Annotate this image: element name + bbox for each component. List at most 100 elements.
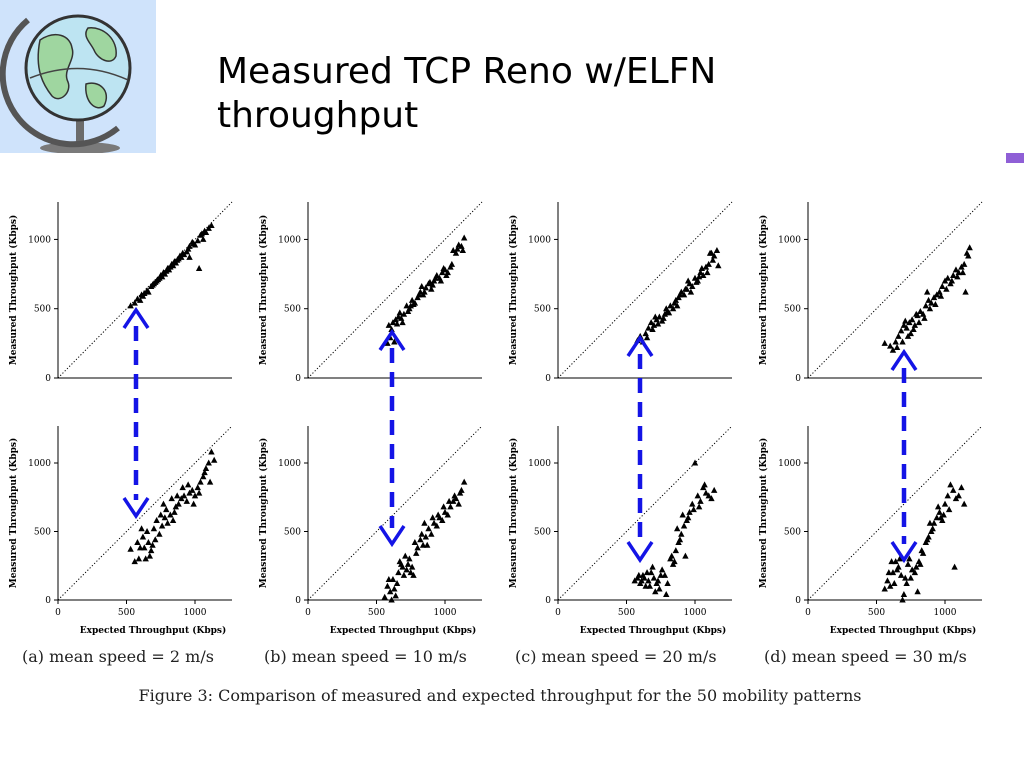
data-point	[135, 555, 143, 562]
data-point	[439, 517, 446, 524]
data-point	[884, 577, 891, 584]
data-point	[157, 511, 164, 518]
data-point	[663, 591, 670, 598]
data-point	[418, 530, 425, 537]
data-point	[917, 307, 924, 314]
data-point	[406, 555, 413, 562]
data-point	[643, 569, 651, 576]
data-point	[395, 569, 402, 576]
comparison-arrow	[890, 348, 918, 564]
data-point	[654, 577, 662, 584]
caption-a: (a) mean speed = 2 m/s	[22, 647, 214, 666]
data-point	[914, 588, 921, 595]
data-point	[642, 330, 649, 337]
data-point	[710, 252, 718, 259]
data-point	[892, 558, 899, 565]
arrow-head-down	[122, 497, 150, 520]
data-point	[190, 240, 197, 247]
data-point	[169, 517, 177, 524]
arrow-head-down	[890, 541, 918, 564]
data-point	[173, 256, 181, 263]
data-point	[444, 511, 451, 518]
data-point	[137, 544, 144, 551]
data-point	[954, 273, 961, 280]
data-point	[164, 519, 171, 526]
data-point	[459, 247, 467, 254]
data-point	[904, 560, 912, 567]
data-point	[381, 593, 388, 600]
data-point	[925, 296, 932, 303]
data-point	[694, 492, 701, 499]
data-point	[400, 571, 408, 578]
scatter-panel-b-bottom: 0 500 1000 0 500 1000 Measured Throughput (Kbp…	[258, 425, 483, 636]
x-axis-label: Expected Throughput (Kbps)	[830, 625, 977, 636]
data-point	[387, 588, 394, 595]
data-point	[889, 346, 897, 353]
data-point	[950, 486, 957, 493]
data-point	[440, 503, 447, 510]
data-point	[896, 555, 903, 562]
data-point	[928, 299, 935, 306]
data-point	[443, 271, 450, 278]
data-point	[657, 571, 664, 578]
data-point	[451, 492, 458, 499]
reference-line	[557, 201, 733, 379]
data-point	[667, 302, 674, 309]
data-point	[385, 321, 393, 328]
data-point	[684, 514, 692, 521]
data-point	[941, 500, 949, 507]
data-point	[672, 547, 680, 554]
data-point	[138, 525, 145, 532]
data-point	[184, 481, 192, 488]
data-point	[418, 283, 425, 290]
data-point	[700, 271, 707, 278]
data-point	[402, 552, 409, 559]
y-tick-label: 500	[34, 527, 51, 537]
data-point	[646, 582, 653, 589]
data-point	[668, 552, 675, 559]
data-point	[960, 260, 968, 267]
x-tick-label: 500	[368, 608, 385, 618]
data-point	[926, 519, 934, 526]
data-point	[693, 278, 700, 285]
data-point	[635, 571, 643, 578]
data-point	[695, 273, 703, 280]
x-tick-label: 1000	[434, 608, 457, 618]
data-point	[710, 486, 718, 493]
data-point	[432, 274, 439, 281]
data-point	[201, 469, 208, 476]
data-point	[393, 580, 401, 587]
data-point	[167, 511, 174, 518]
data-point	[399, 319, 406, 326]
data-point	[145, 538, 152, 545]
data-point	[903, 324, 910, 331]
y-tick-label: 500	[34, 305, 51, 315]
data-point	[911, 569, 919, 576]
data-point	[131, 299, 138, 306]
x-tick-label: 500	[618, 608, 635, 618]
x-tick-label: 1000	[684, 608, 707, 618]
data-point	[397, 314, 405, 321]
data-point	[939, 283, 946, 290]
y-axis-label: Measured Throughput (Kbps)	[8, 438, 19, 589]
slide-title-line2: throughput	[217, 95, 419, 136]
data-point	[413, 549, 420, 556]
y-tick-label: 0	[295, 596, 301, 606]
scatter-panel-c-bottom: 0 500 1000 0 500 1000 Measured Throughput (Kbp…	[508, 425, 733, 636]
data-point	[647, 319, 655, 326]
y-tick-label: 0	[795, 596, 801, 606]
data-point	[139, 533, 147, 540]
x-axis-label: Expected Throughput (Kbps)	[80, 625, 227, 636]
data-point	[656, 313, 663, 320]
data-point	[966, 244, 973, 251]
data-point	[393, 320, 401, 327]
accent-tab	[1006, 153, 1024, 163]
data-point	[951, 563, 958, 570]
data-point	[881, 585, 888, 592]
data-point	[936, 288, 943, 295]
data-point	[652, 588, 659, 595]
y-axis-label: Measured Throughput (Kbps)	[508, 215, 519, 366]
data-point	[955, 269, 962, 276]
data-point	[154, 276, 162, 283]
data-point	[652, 313, 659, 320]
